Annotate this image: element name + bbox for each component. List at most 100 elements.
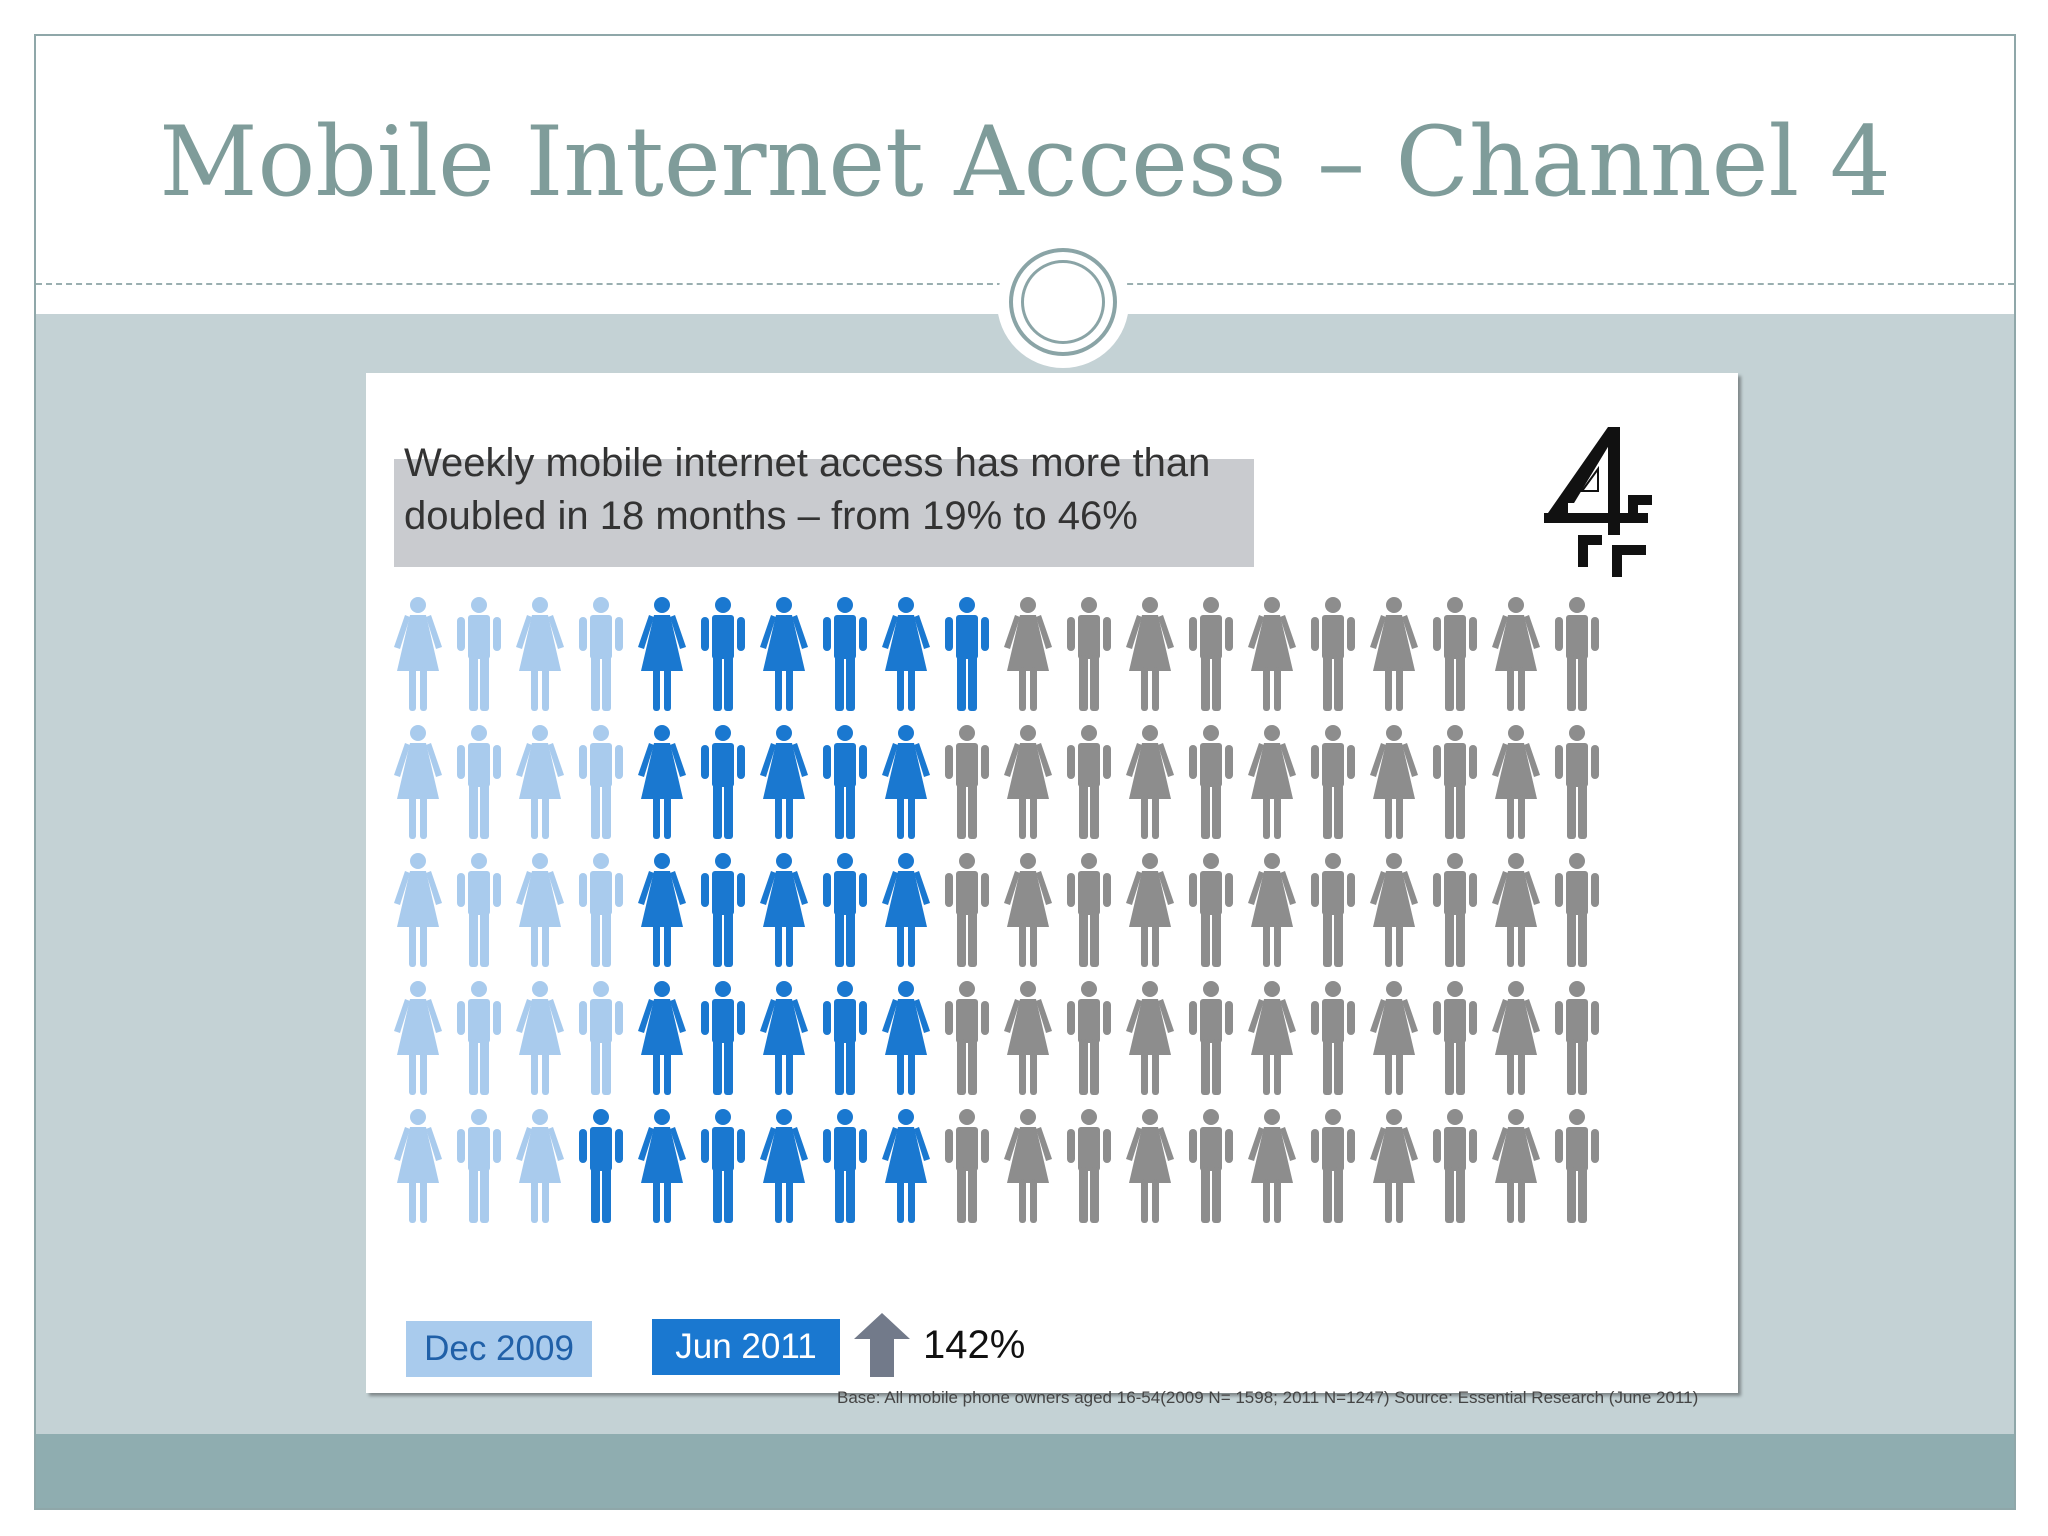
slide: Mobile Internet Access – Channel 4 Weekl… bbox=[34, 34, 2016, 1510]
male-person-icon bbox=[1067, 853, 1111, 967]
female-person-icon bbox=[1492, 725, 1540, 839]
male-person-icon bbox=[823, 597, 867, 711]
female-person-icon bbox=[1126, 1109, 1174, 1223]
male-person-icon bbox=[945, 1109, 989, 1223]
male-person-icon bbox=[1555, 981, 1599, 1095]
female-person-icon bbox=[1492, 981, 1540, 1095]
male-person-icon bbox=[945, 853, 989, 967]
chart-headline: Weekly mobile internet access has more t… bbox=[404, 441, 1211, 538]
female-person-icon bbox=[394, 725, 442, 839]
male-person-icon bbox=[945, 597, 989, 711]
male-person-icon bbox=[579, 981, 623, 1095]
male-person-icon bbox=[1555, 853, 1599, 967]
male-person-icon bbox=[1433, 725, 1477, 839]
female-person-icon bbox=[882, 1109, 930, 1223]
male-person-icon bbox=[579, 597, 623, 711]
pictogram-chart bbox=[394, 597, 1599, 1223]
male-person-icon bbox=[945, 725, 989, 839]
divider-ornament-circle bbox=[1009, 248, 1117, 356]
male-person-icon bbox=[457, 725, 501, 839]
female-person-icon bbox=[1004, 597, 1052, 711]
male-person-icon bbox=[1311, 725, 1355, 839]
male-person-icon bbox=[1555, 725, 1599, 839]
male-person-icon bbox=[457, 1109, 501, 1223]
male-person-icon bbox=[1311, 1109, 1355, 1223]
male-person-icon bbox=[701, 725, 745, 839]
female-person-icon bbox=[1248, 1109, 1296, 1223]
male-person-icon bbox=[579, 725, 623, 839]
slide-title: Mobile Internet Access – Channel 4 bbox=[159, 106, 1891, 218]
change-percentage: 142% bbox=[923, 1323, 1026, 1367]
female-person-icon bbox=[394, 981, 442, 1095]
female-person-icon bbox=[1370, 725, 1418, 839]
male-person-icon bbox=[1067, 597, 1111, 711]
female-person-icon bbox=[516, 597, 564, 711]
male-person-icon bbox=[701, 853, 745, 967]
up-arrow-icon bbox=[854, 1313, 910, 1377]
female-person-icon bbox=[1004, 981, 1052, 1095]
female-person-icon bbox=[394, 1109, 442, 1223]
male-person-icon bbox=[457, 597, 501, 711]
female-person-icon bbox=[1492, 1109, 1540, 1223]
male-person-icon bbox=[823, 981, 867, 1095]
male-person-icon bbox=[1555, 597, 1599, 711]
female-person-icon bbox=[638, 1109, 686, 1223]
male-person-icon bbox=[457, 853, 501, 967]
male-person-icon bbox=[579, 853, 623, 967]
female-person-icon bbox=[516, 853, 564, 967]
male-person-icon bbox=[1189, 853, 1233, 967]
male-person-icon bbox=[1067, 981, 1111, 1095]
male-person-icon bbox=[1189, 725, 1233, 839]
male-person-icon bbox=[1067, 725, 1111, 839]
headline-highlight bbox=[394, 459, 1254, 567]
female-person-icon bbox=[1248, 981, 1296, 1095]
female-person-icon bbox=[516, 981, 564, 1095]
male-person-icon bbox=[1067, 1109, 1111, 1223]
male-person-icon bbox=[823, 853, 867, 967]
female-person-icon bbox=[882, 597, 930, 711]
female-person-icon bbox=[394, 853, 442, 967]
male-person-icon bbox=[1189, 981, 1233, 1095]
male-person-icon bbox=[579, 1109, 623, 1223]
female-person-icon bbox=[1248, 853, 1296, 967]
female-person-icon bbox=[882, 981, 930, 1095]
male-person-icon bbox=[701, 597, 745, 711]
footer-band bbox=[36, 1434, 2014, 1508]
female-person-icon bbox=[516, 1109, 564, 1223]
female-person-icon bbox=[638, 981, 686, 1095]
female-person-icon bbox=[1370, 853, 1418, 967]
female-person-icon bbox=[1004, 725, 1052, 839]
male-person-icon bbox=[1433, 1109, 1477, 1223]
male-person-icon bbox=[457, 981, 501, 1095]
female-person-icon bbox=[1370, 981, 1418, 1095]
male-person-icon bbox=[1311, 597, 1355, 711]
female-person-icon bbox=[1126, 981, 1174, 1095]
male-person-icon bbox=[1311, 981, 1355, 1095]
source-note: Base: All mobile phone owners aged 16-54… bbox=[837, 1388, 1699, 1407]
female-person-icon bbox=[760, 597, 808, 711]
male-person-icon bbox=[1555, 1109, 1599, 1223]
female-person-icon bbox=[638, 725, 686, 839]
female-person-icon bbox=[882, 725, 930, 839]
male-person-icon bbox=[701, 1109, 745, 1223]
female-person-icon bbox=[516, 725, 564, 839]
female-person-icon bbox=[760, 853, 808, 967]
female-person-icon bbox=[1248, 597, 1296, 711]
male-person-icon bbox=[1433, 981, 1477, 1095]
male-person-icon bbox=[945, 981, 989, 1095]
male-person-icon bbox=[1433, 853, 1477, 967]
channel-4-logo-icon bbox=[1544, 427, 1652, 577]
male-person-icon bbox=[1189, 1109, 1233, 1223]
female-person-icon bbox=[1004, 1109, 1052, 1223]
female-person-icon bbox=[760, 981, 808, 1095]
male-person-icon bbox=[1433, 597, 1477, 711]
chart-card: Weekly mobile internet access has more t… bbox=[366, 373, 1738, 1407]
male-person-icon bbox=[701, 981, 745, 1095]
female-person-icon bbox=[1492, 597, 1540, 711]
female-person-icon bbox=[882, 853, 930, 967]
female-person-icon bbox=[638, 853, 686, 967]
male-person-icon bbox=[823, 1109, 867, 1223]
divider-ornament-inner-circle bbox=[1021, 260, 1105, 344]
female-person-icon bbox=[1248, 725, 1296, 839]
female-person-icon bbox=[1004, 853, 1052, 967]
